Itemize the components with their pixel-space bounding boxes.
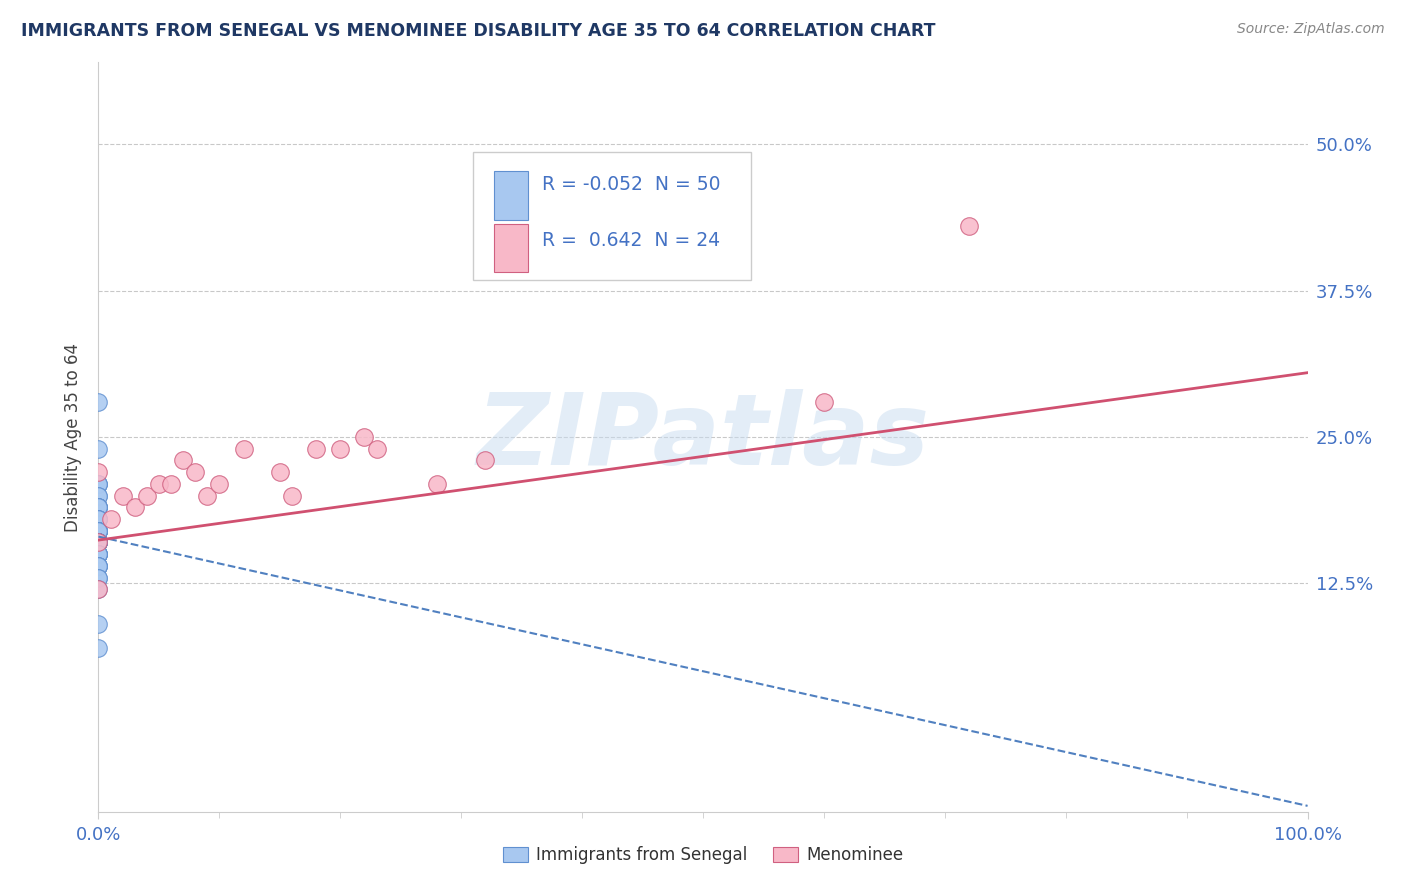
- Point: [87, 524, 110, 538]
- Point: [957, 219, 980, 234]
- Point: [87, 512, 110, 526]
- Point: [87, 395, 110, 409]
- Point: [87, 500, 110, 515]
- Point: [87, 547, 110, 561]
- Text: IMMIGRANTS FROM SENEGAL VS MENOMINEE DISABILITY AGE 35 TO 64 CORRELATION CHART: IMMIGRANTS FROM SENEGAL VS MENOMINEE DIS…: [21, 22, 935, 40]
- Point: [87, 512, 110, 526]
- Point: [353, 430, 375, 444]
- Point: [87, 558, 110, 573]
- Text: R =  0.642  N = 24: R = 0.642 N = 24: [543, 231, 720, 250]
- Bar: [494, 224, 527, 272]
- Point: [100, 512, 122, 526]
- Point: [474, 453, 496, 467]
- Point: [87, 547, 110, 561]
- Point: [87, 524, 110, 538]
- Point: [87, 500, 110, 515]
- Point: [87, 524, 110, 538]
- Point: [148, 476, 170, 491]
- Point: [426, 476, 449, 491]
- Point: [87, 524, 110, 538]
- Point: [87, 535, 110, 549]
- Point: [111, 489, 134, 503]
- Point: [281, 489, 304, 503]
- Text: ZIPatlas: ZIPatlas: [477, 389, 929, 485]
- Point: [269, 465, 291, 479]
- Point: [87, 476, 110, 491]
- Point: [305, 442, 328, 456]
- Point: [87, 524, 110, 538]
- Point: [87, 500, 110, 515]
- Y-axis label: Disability Age 35 to 64: Disability Age 35 to 64: [65, 343, 83, 532]
- Point: [232, 442, 254, 456]
- Point: [87, 524, 110, 538]
- Legend: Immigrants from Senegal, Menominee: Immigrants from Senegal, Menominee: [496, 839, 910, 871]
- Point: [87, 476, 110, 491]
- Point: [87, 535, 110, 549]
- Point: [87, 535, 110, 549]
- Point: [87, 442, 110, 456]
- Point: [87, 558, 110, 573]
- Point: [87, 535, 110, 549]
- Point: [87, 547, 110, 561]
- Point: [87, 640, 110, 655]
- FancyBboxPatch shape: [474, 153, 751, 280]
- Point: [87, 535, 110, 549]
- Point: [87, 512, 110, 526]
- Point: [87, 535, 110, 549]
- Point: [87, 571, 110, 585]
- Point: [329, 442, 352, 456]
- Point: [87, 582, 110, 597]
- Point: [87, 465, 110, 479]
- Point: [87, 535, 110, 549]
- Point: [87, 524, 110, 538]
- Point: [87, 558, 110, 573]
- Point: [87, 500, 110, 515]
- Point: [87, 524, 110, 538]
- Text: Source: ZipAtlas.com: Source: ZipAtlas.com: [1237, 22, 1385, 37]
- Point: [87, 535, 110, 549]
- Point: [135, 489, 157, 503]
- Point: [87, 535, 110, 549]
- Point: [87, 547, 110, 561]
- Point: [87, 547, 110, 561]
- Text: R = -0.052  N = 50: R = -0.052 N = 50: [543, 175, 721, 194]
- Point: [87, 571, 110, 585]
- Point: [87, 489, 110, 503]
- Point: [172, 453, 194, 467]
- Point: [87, 524, 110, 538]
- Point: [87, 535, 110, 549]
- Point: [366, 442, 388, 456]
- Point: [160, 476, 183, 491]
- Point: [208, 476, 231, 491]
- Point: [87, 558, 110, 573]
- Point: [87, 547, 110, 561]
- Point: [87, 476, 110, 491]
- Point: [87, 535, 110, 549]
- Point: [87, 582, 110, 597]
- Point: [124, 500, 146, 515]
- Point: [87, 512, 110, 526]
- Point: [87, 500, 110, 515]
- Point: [87, 617, 110, 632]
- Point: [184, 465, 207, 479]
- Bar: [494, 171, 527, 219]
- Point: [195, 489, 218, 503]
- Point: [813, 395, 835, 409]
- Point: [87, 489, 110, 503]
